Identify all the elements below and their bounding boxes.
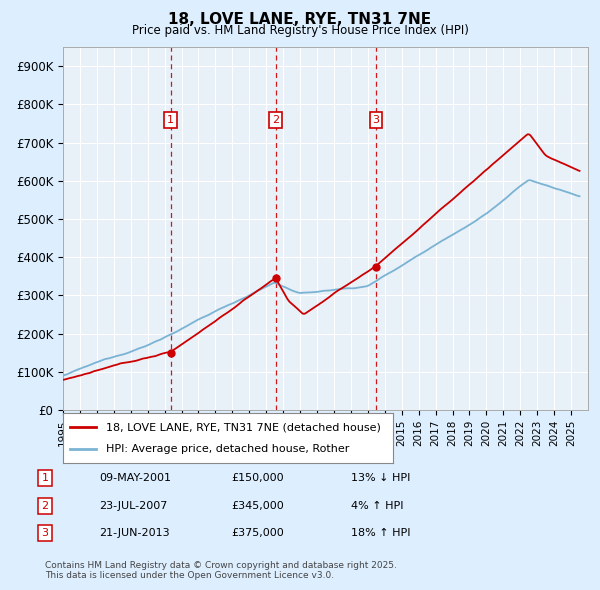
Text: 18% ↑ HPI: 18% ↑ HPI: [351, 529, 410, 538]
Text: 3: 3: [372, 115, 379, 124]
Text: Contains HM Land Registry data © Crown copyright and database right 2025.
This d: Contains HM Land Registry data © Crown c…: [45, 560, 397, 580]
Text: Price paid vs. HM Land Registry's House Price Index (HPI): Price paid vs. HM Land Registry's House …: [131, 24, 469, 37]
Text: 2: 2: [272, 115, 279, 124]
Text: £375,000: £375,000: [231, 529, 284, 538]
Text: 21-JUN-2013: 21-JUN-2013: [99, 529, 170, 538]
Text: 1: 1: [167, 115, 174, 124]
Text: 18, LOVE LANE, RYE, TN31 7NE (detached house): 18, LOVE LANE, RYE, TN31 7NE (detached h…: [106, 422, 381, 432]
Text: 3: 3: [41, 529, 49, 538]
Text: 09-MAY-2001: 09-MAY-2001: [99, 473, 171, 483]
Text: 23-JUL-2007: 23-JUL-2007: [99, 501, 167, 510]
Text: 2: 2: [41, 501, 49, 510]
Text: 13% ↓ HPI: 13% ↓ HPI: [351, 473, 410, 483]
Text: £345,000: £345,000: [231, 501, 284, 510]
Text: 1: 1: [41, 473, 49, 483]
Text: HPI: Average price, detached house, Rother: HPI: Average price, detached house, Roth…: [106, 444, 349, 454]
Text: £150,000: £150,000: [231, 473, 284, 483]
Text: 4% ↑ HPI: 4% ↑ HPI: [351, 501, 404, 510]
Text: 18, LOVE LANE, RYE, TN31 7NE: 18, LOVE LANE, RYE, TN31 7NE: [169, 12, 431, 27]
